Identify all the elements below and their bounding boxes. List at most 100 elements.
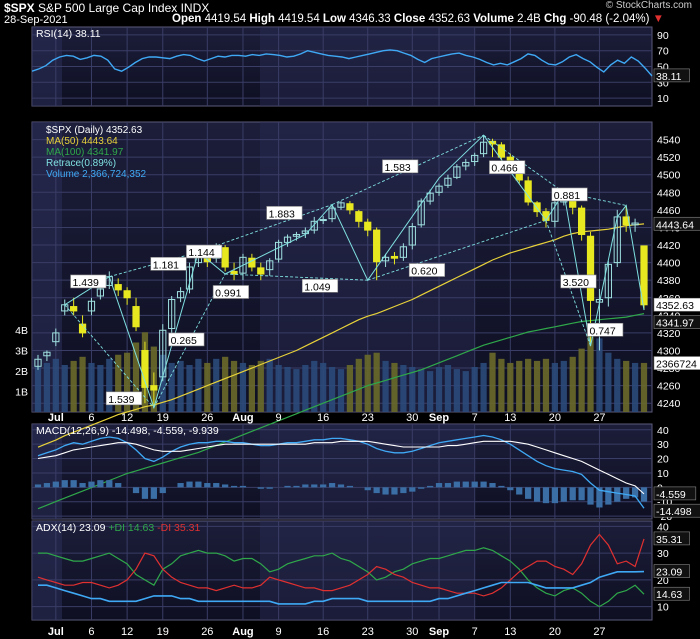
x-tick-label-bottom: 23	[362, 626, 374, 638]
x-tick-label-bottom: 16	[317, 626, 329, 638]
x-tick-label: 13	[504, 412, 516, 424]
candle-body	[399, 246, 408, 258]
candle-body	[453, 166, 461, 178]
candle-body	[132, 306, 140, 328]
retrace-label: 0.466	[491, 163, 517, 175]
retrace-label: 0.620	[411, 266, 437, 278]
symbol: $SPX	[4, 1, 35, 15]
price-tick: 4380	[657, 275, 681, 287]
price-legend-item: Retrace(0.89%)	[46, 158, 116, 169]
chart-date: 28-Sep-2021	[4, 14, 68, 26]
volume-bar	[159, 354, 166, 412]
retrace-label-bg	[408, 263, 446, 277]
price-tick: 4520	[657, 152, 681, 164]
ma50-last-label-bg	[653, 216, 700, 231]
macd-histogram-bar	[132, 487, 140, 494]
rsi-line	[31, 49, 653, 77]
price-tick: 4260	[657, 381, 681, 393]
volume-bar	[373, 352, 380, 412]
retrace-label: 1.883	[269, 208, 295, 220]
macd-histogram-bar	[284, 485, 291, 488]
macd-histogram-bar	[525, 487, 532, 499]
adx-tick: 10	[657, 602, 669, 614]
volume-bar	[355, 358, 362, 412]
volume-bar	[257, 360, 264, 412]
candle-body	[257, 267, 265, 275]
retrace-label-bg	[266, 206, 303, 220]
volume-bar	[204, 362, 211, 412]
macd-histogram-bar	[623, 487, 630, 499]
rsi-tick: 70	[657, 46, 669, 58]
candle-body	[346, 203, 354, 211]
volume-bar	[195, 358, 202, 412]
x-tick-label: 9	[276, 412, 282, 424]
macd-histogram-bar	[177, 483, 184, 488]
macd-histogram-bar	[222, 484, 229, 488]
retrace-label: 1.539	[108, 394, 134, 406]
candle-body	[70, 306, 78, 312]
ma100-last-label-bg	[653, 315, 700, 329]
macd-signal-last-label-bg	[653, 486, 697, 501]
macd-histogram-bar	[257, 487, 264, 489]
volume-bar	[596, 338, 603, 412]
volume-bar	[631, 362, 639, 412]
candle-body	[319, 219, 327, 222]
x-tick-label-bottom: 19	[157, 626, 169, 638]
volume-bar	[507, 362, 514, 412]
price-legend-item: Volume 2,366,724,352	[46, 169, 147, 180]
candle-body	[283, 236, 292, 243]
index-name: S&P 500 Large Cap Index	[38, 1, 178, 15]
volume-label: Volume	[473, 13, 514, 25]
volume-bar	[275, 364, 282, 412]
price-tick: 4420	[657, 240, 681, 252]
x-tick-label: Aug	[232, 412, 253, 424]
close-label: Close	[393, 13, 426, 25]
macd-histogram-bar	[346, 485, 354, 488]
retrace-label: 0.265	[171, 335, 197, 347]
candle-body	[577, 207, 586, 235]
volume-bar	[587, 324, 594, 412]
candle-body	[355, 211, 363, 222]
macd-histogram-bar	[516, 487, 523, 495]
retrace-label: 1.144	[188, 247, 214, 259]
plus-di-last-label-bg	[653, 586, 690, 601]
watermark: © StockCharts.com	[605, 0, 692, 11]
volume-bar	[444, 364, 452, 412]
volume-last-label-bg	[653, 356, 700, 370]
price-tick: 4540	[657, 135, 681, 147]
retrace-label: 1.181	[153, 259, 179, 271]
ma100-last-label: 4341.97	[656, 318, 694, 330]
close-last-label-bg	[653, 297, 700, 312]
macd-histogram-bar	[115, 483, 122, 488]
retrace-label-bg	[301, 279, 339, 293]
volume-bar	[239, 362, 247, 412]
x-tick-label-bottom: 20	[549, 626, 561, 638]
volume-bar	[284, 367, 291, 412]
volume-bar	[614, 358, 621, 412]
volume-bar	[578, 348, 585, 412]
adx-legend-part: +DI 14.63	[105, 522, 154, 534]
retrace-label-bg	[105, 391, 143, 406]
macd-tick: 40	[657, 425, 669, 437]
chg-value: -90.48 (-2.04%)	[569, 13, 650, 25]
volume-bar	[320, 362, 327, 412]
x-tick-label: 26	[201, 412, 213, 424]
macd-histogram-bar	[43, 483, 51, 488]
adx-legend-part: ADX(14) 23.09	[36, 522, 106, 534]
retrace-zigzag	[64, 134, 645, 410]
ma50-last-label: 4443.64	[656, 219, 694, 231]
low-label: Low	[322, 13, 346, 25]
candle-body	[141, 349, 149, 388]
x-tick-label-bottom: Sep	[429, 626, 449, 638]
volume-bar	[462, 371, 469, 412]
macd-histogram-bar	[462, 481, 469, 488]
macd-histogram-bar	[640, 487, 648, 502]
volume-bar	[213, 358, 220, 412]
macd-histogram-bar	[409, 487, 416, 492]
macd-histogram-bar	[498, 485, 505, 488]
candle-body	[604, 263, 612, 299]
rsi-tick: 30	[657, 77, 669, 89]
macd-histogram-bar	[239, 485, 247, 488]
macd-histogram-bar	[34, 484, 42, 488]
retrace-label: 1.439	[73, 277, 99, 289]
